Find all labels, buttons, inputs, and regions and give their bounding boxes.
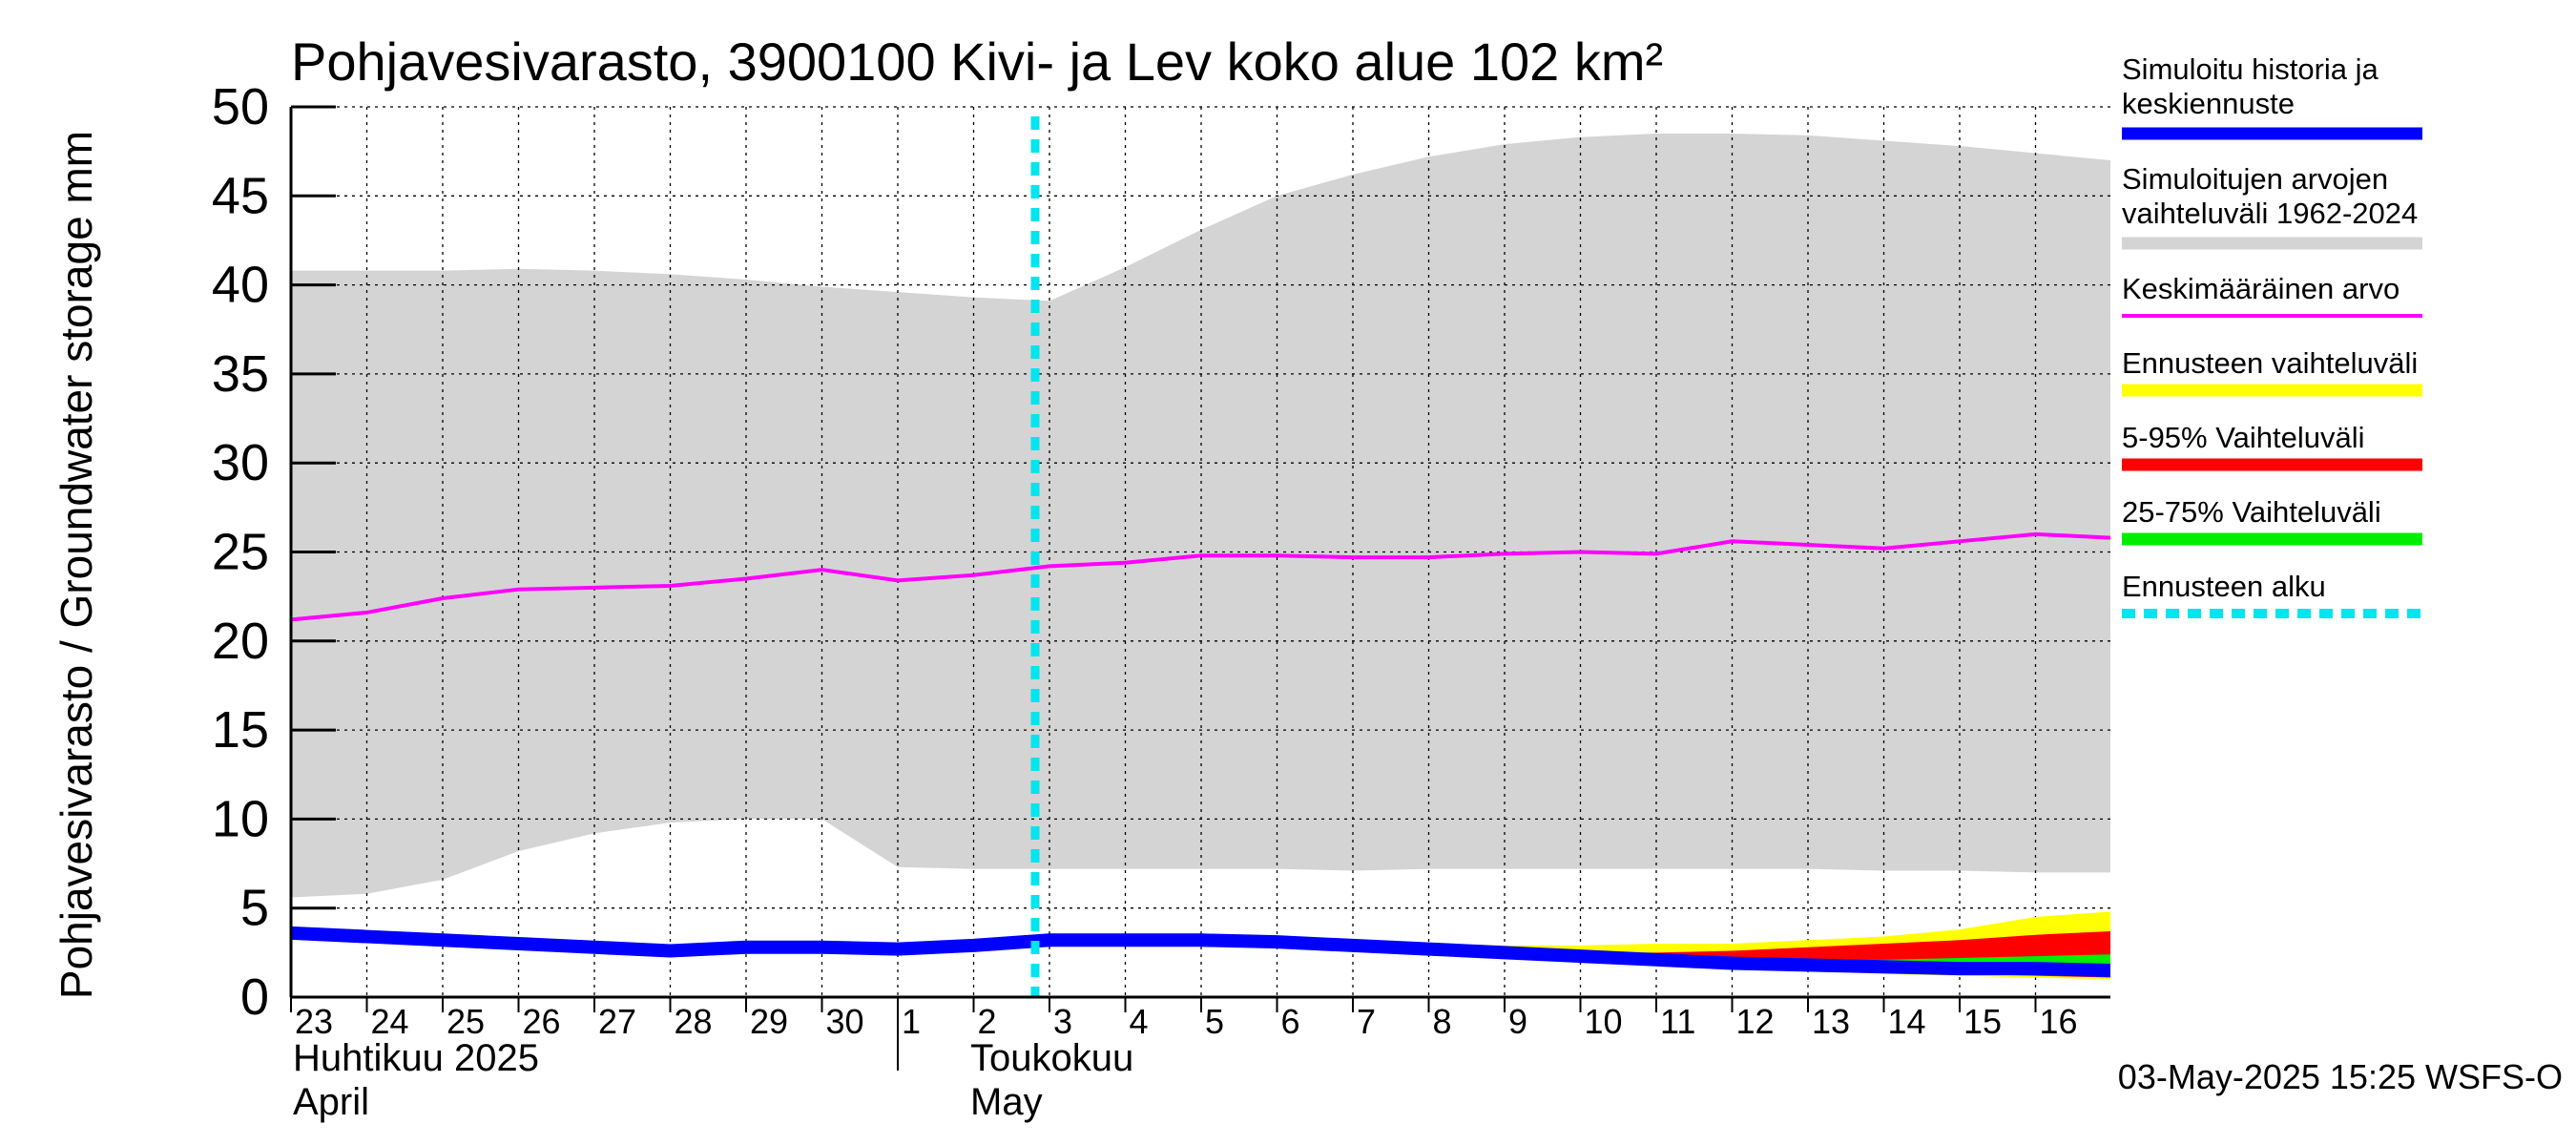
x-tick-label: 3 — [1053, 1002, 1072, 1041]
x-tick-label: 25 — [447, 1002, 485, 1041]
legend-label: Ennusteen vaihteluväli — [2122, 346, 2418, 380]
legend-label: Ennusteen alku — [2122, 570, 2326, 603]
x-tick-label: 15 — [1963, 1002, 2002, 1041]
y-tick-label: 50 — [212, 78, 269, 135]
y-tick-label: 45 — [212, 167, 269, 224]
x-tick-label: 5 — [1205, 1002, 1224, 1041]
legend-label-line: keskiennuste — [2122, 87, 2295, 120]
y-tick-label: 30 — [212, 434, 269, 491]
legend: Simuloitu historia ja keskiennusteSimuloi… — [2122, 52, 2422, 618]
x-tick-label: 12 — [1736, 1002, 1775, 1041]
y-tick-label: 0 — [240, 968, 269, 1026]
legend-label-line: Simuloitujen arvojen — [2122, 162, 2388, 196]
month-label-april-en: April — [293, 1081, 369, 1123]
legend-item: 25-75% Vaihteluväli — [2122, 495, 2422, 546]
month-label-may-en: May — [970, 1081, 1043, 1123]
legend-label-line: vaihteluväli 1962-2024 — [2122, 197, 2418, 230]
y-tick-label: 35 — [212, 345, 269, 403]
mean-value-line — [291, 531, 2110, 622]
x-tick-label: 29 — [750, 1002, 788, 1041]
y-tick-label: 5 — [240, 880, 269, 937]
x-tick-label: 6 — [1281, 1002, 1300, 1041]
x-tick-label: 9 — [1508, 1002, 1527, 1041]
month-label-april-fi: Huhtikuu 2025 — [293, 1037, 539, 1079]
historical-range-band — [291, 133, 2110, 898]
x-tick-label: 30 — [826, 1002, 864, 1041]
legend-label-line: Simuloitu historia ja — [2122, 52, 2379, 86]
x-tick-label: 7 — [1357, 1002, 1376, 1041]
y-axis-label: Pohjavesivarasto / Groundwater storage m… — [52, 131, 101, 999]
legend-label: Simuloitujen arvojen vaihteluväli 1962-20… — [2122, 162, 2418, 230]
x-tick-label: 4 — [1130, 1002, 1149, 1041]
x-tick-label: 13 — [1812, 1002, 1850, 1041]
x-tick-label: 26 — [523, 1002, 561, 1041]
timestamp-footer: 03-May-2025 15:25 WSFS-O — [2118, 1057, 2563, 1096]
x-tick-label: 28 — [675, 1002, 713, 1041]
legend-item: Simuloitujen arvojen vaihteluväli 1962-20… — [2122, 162, 2422, 250]
chart-title: Pohjavesivarasto, 3900100 Kivi- ja Lev k… — [291, 31, 1663, 92]
month-label-may-fi: Toukokuu — [970, 1037, 1133, 1079]
x-tick-label: 1 — [902, 1002, 921, 1041]
x-tick-label: 14 — [1888, 1002, 1926, 1041]
y-tick-label: 20 — [212, 613, 269, 670]
x-tick-label: 2 — [978, 1002, 997, 1041]
x-tick-label: 10 — [1585, 1002, 1623, 1041]
y-tick-label: 40 — [212, 257, 269, 314]
y-tick-label: 10 — [212, 790, 269, 847]
y-tick-label: 15 — [212, 701, 269, 759]
x-tick-label: 8 — [1433, 1002, 1452, 1041]
legend-label: Simuloitu historia ja keskiennuste — [2122, 52, 2379, 120]
legend-item: 5-95% Vaihteluväli — [2122, 421, 2422, 471]
legend-item: Simuloitu historia ja keskiennuste — [2122, 52, 2422, 140]
legend-label: 5-95% Vaihteluväli — [2122, 421, 2364, 454]
legend-item: Ennusteen alku — [2122, 570, 2422, 618]
simulated-median-line — [291, 926, 2110, 978]
y-tick-label: 25 — [212, 524, 269, 581]
legend-label: Keskimääräinen arvo — [2122, 272, 2399, 305]
x-tick-label: 24 — [371, 1002, 409, 1041]
legend-label: 25-75% Vaihteluväli — [2122, 495, 2381, 529]
x-tick-label: 11 — [1660, 1002, 1695, 1041]
x-tick-label: 16 — [2040, 1002, 2078, 1041]
x-tick-label: 27 — [598, 1002, 636, 1041]
x-tick-label: 23 — [295, 1002, 333, 1041]
legend-item: Ennusteen vaihteluväli — [2122, 346, 2422, 397]
legend-item: Keskimääräinen arvo — [2122, 272, 2422, 318]
